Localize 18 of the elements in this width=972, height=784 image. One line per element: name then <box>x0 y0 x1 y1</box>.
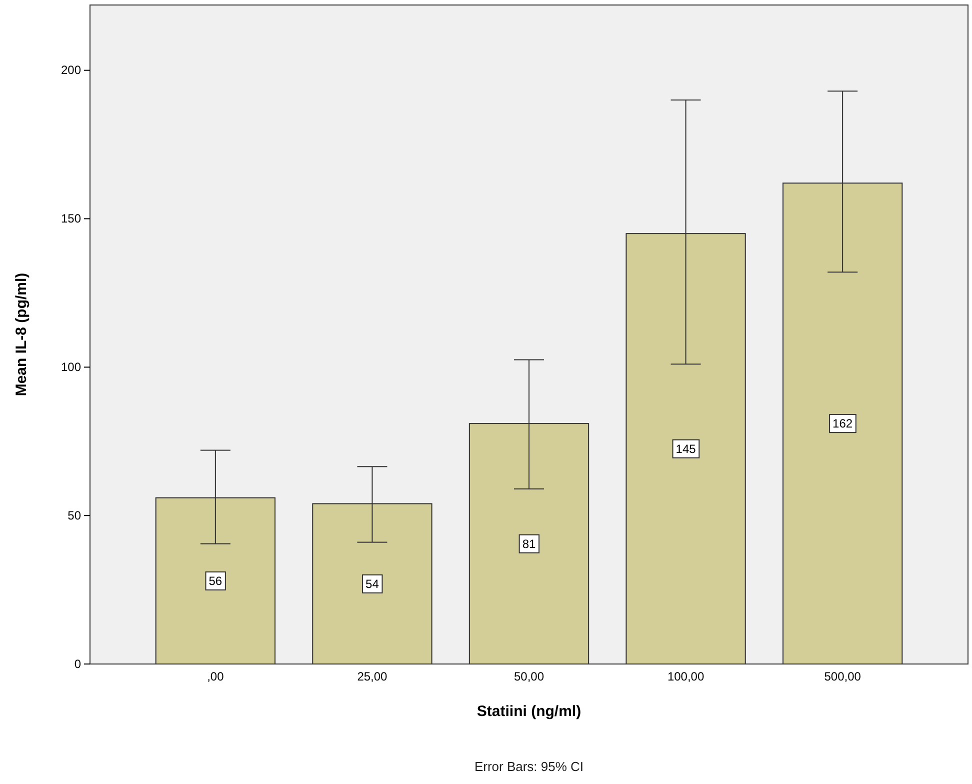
y-tick-label: 100 <box>60 360 82 374</box>
data-label: 56 <box>208 574 222 588</box>
x-tick-label: 500,00 <box>824 670 862 684</box>
x-tick-label: 25,00 <box>357 670 388 684</box>
text: Error Bars: 95% CI <box>474 759 584 774</box>
data-label: 54 <box>366 576 380 591</box>
y-axis-title: Mean IL-8 (pg/ml) <box>13 272 30 396</box>
y-tick-label: 150 <box>60 212 82 226</box>
data-label: 162 <box>832 416 853 431</box>
x-axis-title: Statiini (ng/ml) <box>476 703 582 720</box>
y-tick-label: 200 <box>60 63 82 78</box>
y-tick-label: 50 <box>68 508 82 522</box>
x-tick-label: 100,00 <box>667 670 704 684</box>
data-label: 81 <box>522 536 536 551</box>
x-tick-label: ,00 <box>207 670 224 684</box>
y-tick-label: 0 <box>74 656 82 671</box>
x-tick-label: 50,00 <box>514 670 544 684</box>
data-label: 145 <box>676 442 696 456</box>
